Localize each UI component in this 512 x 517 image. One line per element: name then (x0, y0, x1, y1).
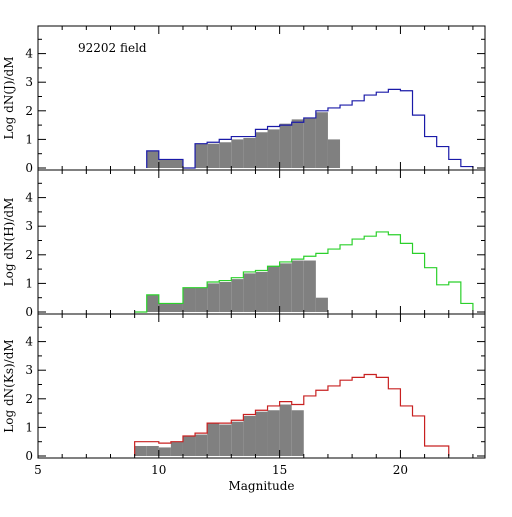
filled-bar (231, 279, 244, 312)
filled-bar (279, 123, 292, 168)
step-series-line (134, 373, 450, 456)
filled-bar (267, 410, 280, 456)
filled-bar (231, 139, 244, 168)
filled-bar (182, 435, 196, 456)
filled-bar (207, 423, 220, 456)
filled-bar (267, 129, 280, 168)
filled-bar (243, 415, 256, 456)
filled-bar (303, 117, 316, 168)
y-tick-label: 3 (25, 75, 33, 89)
filled-bar (219, 281, 232, 312)
filled-bar (315, 112, 328, 168)
filled-bar (219, 142, 232, 168)
y-axis-label: Log dN(Ks)/dM (2, 339, 16, 432)
filled-bar (291, 260, 304, 312)
x-tick-label: 15 (272, 463, 287, 477)
filled-bar (279, 404, 292, 456)
filled-bar (255, 411, 268, 456)
filled-bar (146, 150, 159, 168)
filled-bar (146, 294, 159, 312)
filled-bar (195, 434, 208, 456)
filled-bar (279, 263, 292, 312)
filled-bar (134, 445, 147, 456)
filled-bar (267, 266, 280, 312)
filled-bar (158, 159, 183, 168)
filled-bar (182, 287, 196, 312)
y-tick-label: 2 (25, 104, 33, 118)
y-tick-label: 1 (25, 276, 33, 290)
filled-bar (146, 445, 159, 456)
y-tick-label: 4 (25, 47, 33, 61)
filled-bar (291, 410, 304, 456)
y-tick-label: 3 (25, 219, 33, 233)
filled-bar (195, 287, 208, 312)
filled-bar (158, 447, 171, 456)
filled-bar (255, 132, 268, 168)
y-axis-label: Log dN(J)/dM (2, 56, 16, 139)
filled-bar (303, 260, 316, 312)
y-tick-label: 0 (25, 449, 33, 463)
y-tick-label: 3 (25, 363, 33, 377)
x-axis-label: Magnitude (228, 479, 294, 493)
filled-bar (243, 273, 256, 312)
filled-bar (231, 421, 244, 456)
y-axis-label: Log dN(H)/dM (2, 198, 16, 287)
panel-frame (37, 313, 486, 459)
filled-bar (158, 303, 183, 312)
y-tick-label: 0 (25, 161, 33, 175)
filled-bar (327, 139, 341, 168)
panel-annotation: 92202 field (78, 41, 147, 55)
filled-bar (315, 297, 328, 312)
step-series-line (146, 88, 474, 169)
y-tick-label: 4 (25, 191, 33, 205)
filled-bar (170, 441, 183, 456)
y-tick-label: 4 (25, 335, 33, 349)
y-tick-label: 1 (25, 132, 33, 146)
filled-bar (255, 271, 268, 312)
filled-bar (291, 119, 304, 168)
y-tick-label: 2 (25, 248, 33, 262)
y-tick-label: 1 (25, 420, 33, 434)
filled-bar (219, 424, 232, 456)
x-tick-label: 20 (393, 463, 408, 477)
y-tick-label: 0 (25, 305, 33, 319)
filled-bar (243, 137, 256, 168)
step-series-line (134, 231, 474, 313)
filled-bar (207, 143, 220, 168)
x-tick-label: 5 (34, 463, 42, 477)
y-tick-label: 2 (25, 392, 33, 406)
filled-bar (195, 143, 208, 168)
x-tick-label: 10 (151, 463, 166, 477)
filled-bar (207, 283, 220, 312)
